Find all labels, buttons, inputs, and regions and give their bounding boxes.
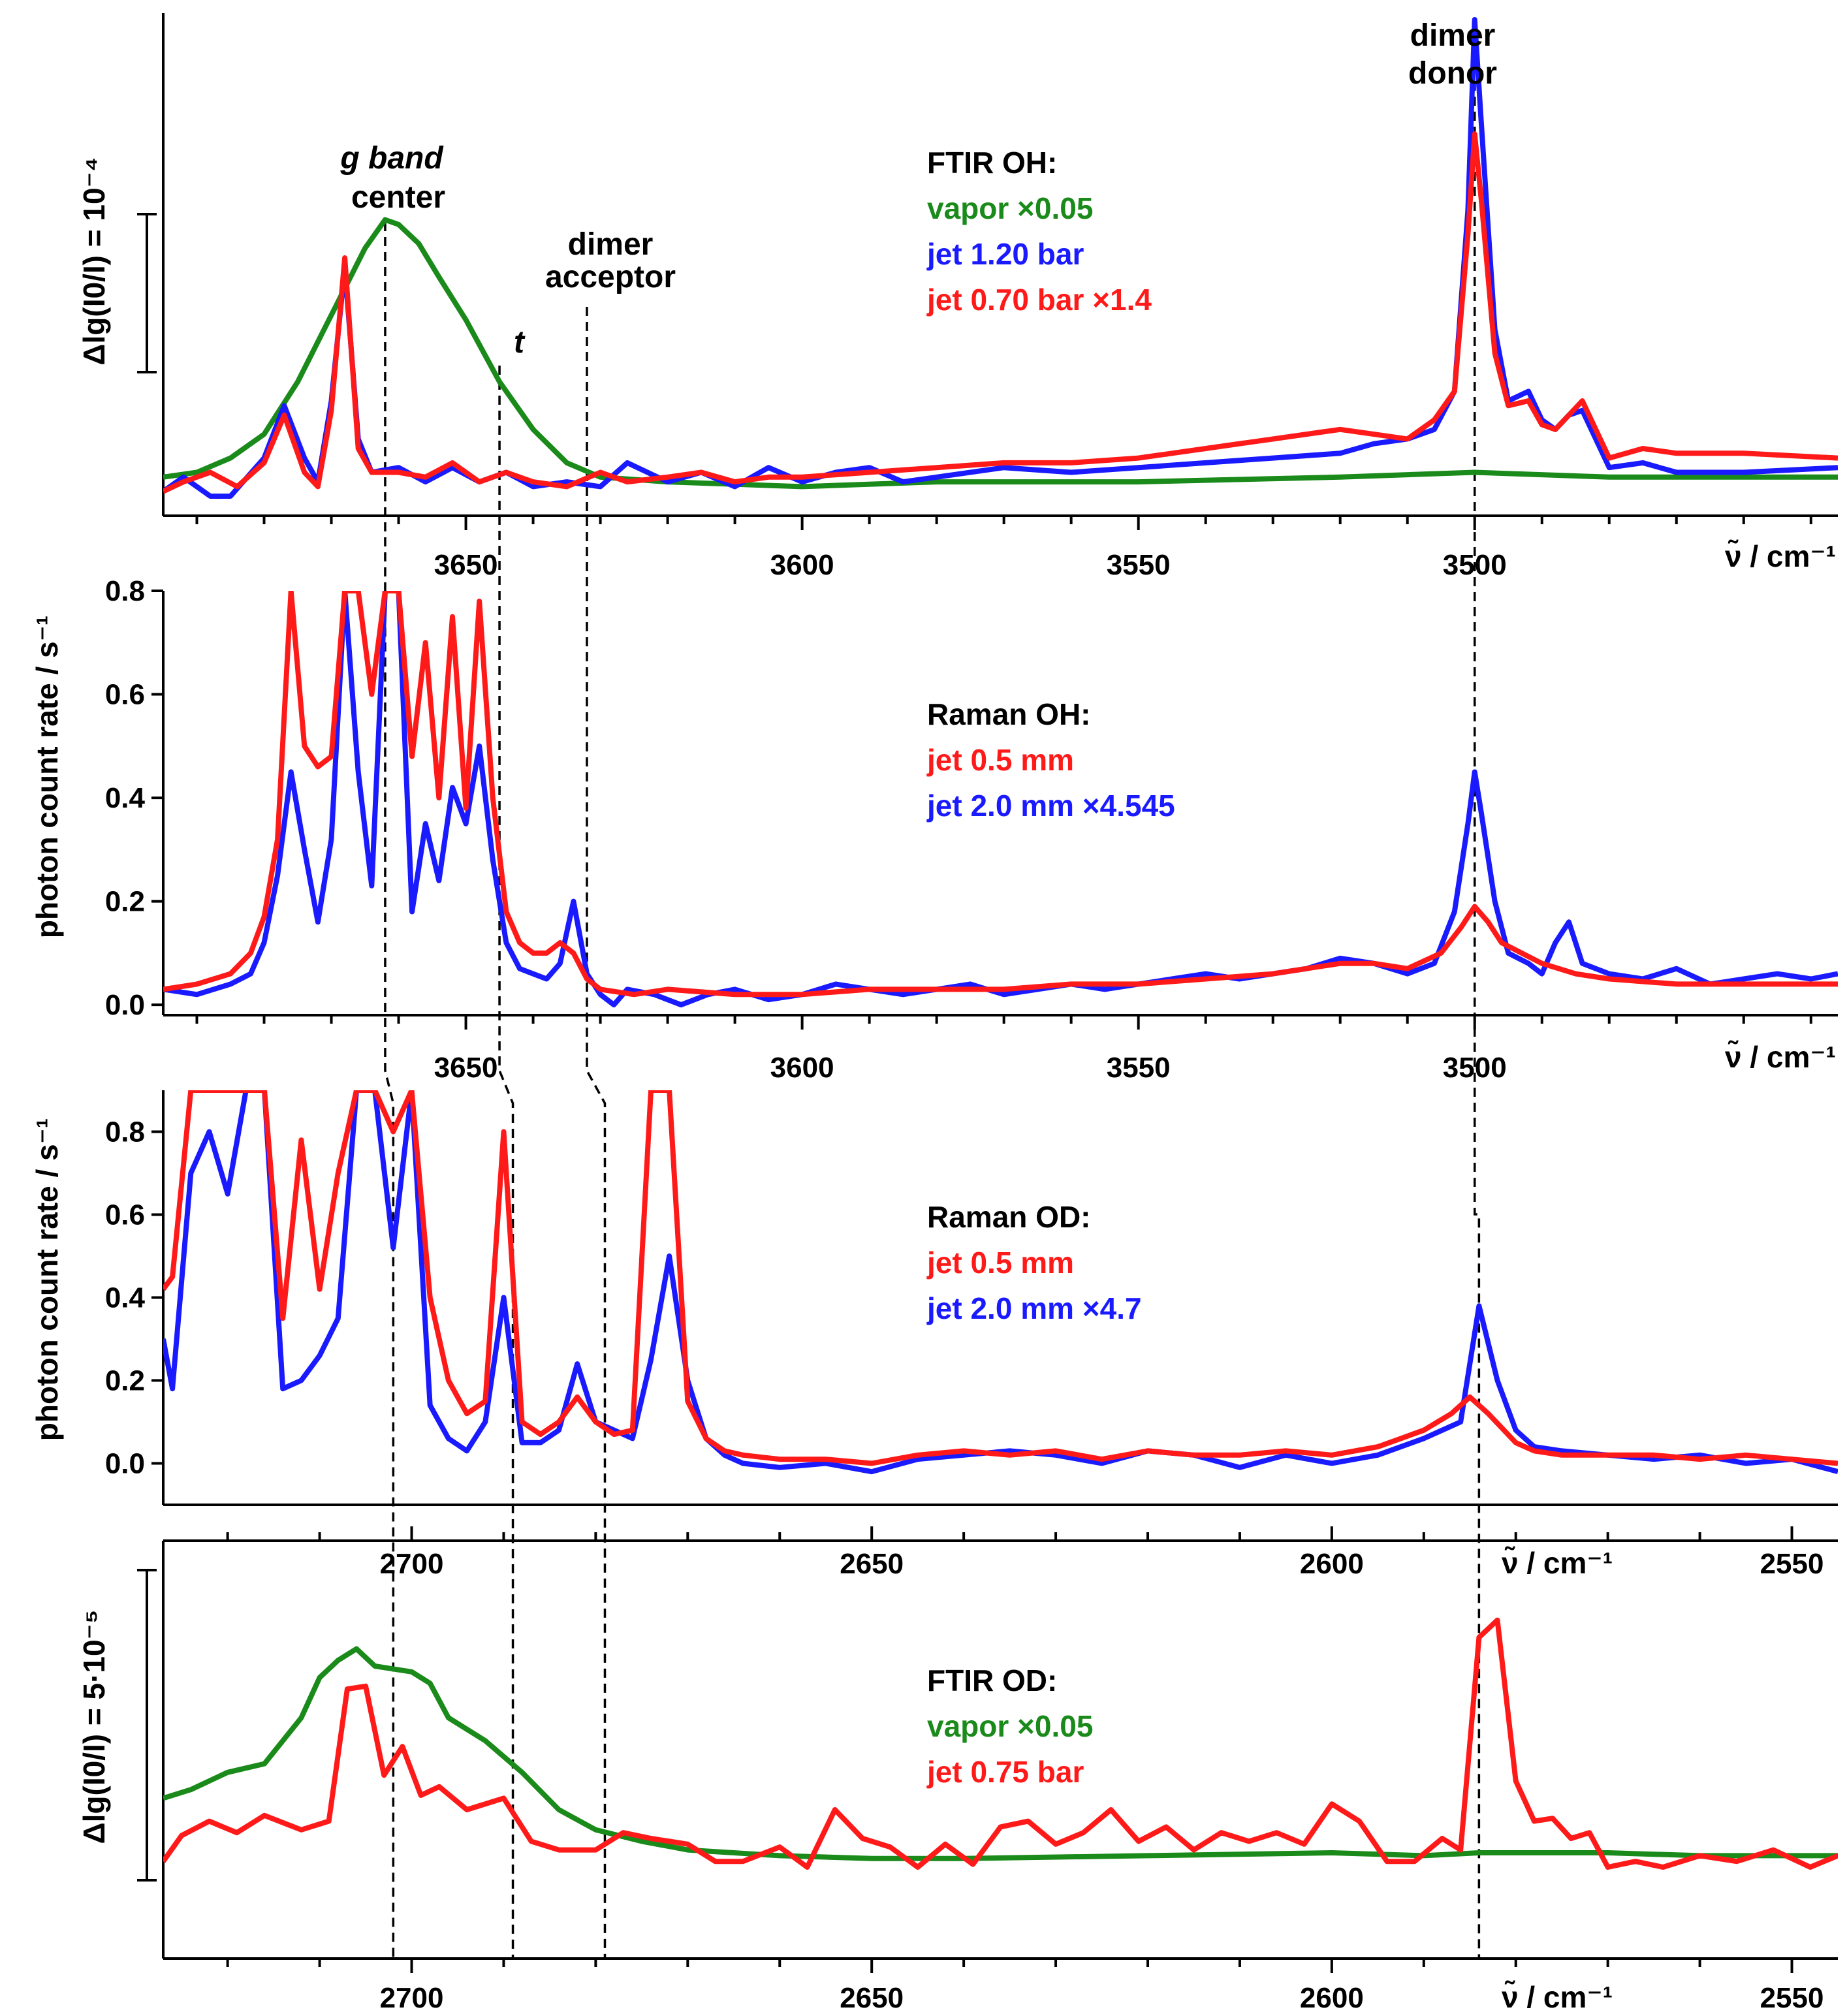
- marker-line: [586, 307, 607, 1959]
- series-group: [163, 17, 1838, 499]
- marker-line: [498, 366, 514, 1959]
- x-tick-label-top: 2650: [840, 1548, 904, 1580]
- series-line-1: [163, 1090, 1838, 1466]
- panel-ftir-od: 2700 2700 2650 2650 2600 2600 2550 2550 Δlg(I0/…: [77, 1526, 1838, 2014]
- y-tick-label: 0.6: [105, 679, 145, 711]
- y-tick-label: 0.0: [105, 989, 145, 1021]
- annotation-dimer-donor-1: dimer: [1410, 18, 1496, 53]
- scale-bar: [137, 213, 157, 373]
- legend-title: FTIR OD:: [927, 1663, 1057, 1697]
- x-axis-title: ν̃ / cm⁻¹: [1725, 1040, 1836, 1074]
- panel-ftir-oh: 3650 3600 3550 3500 Δlg(I0/I) = 10⁻⁴ ν̃ / c…: [77, 13, 1838, 581]
- y-tick-label: 0.6: [105, 1199, 145, 1231]
- annotation-dimer-acceptor-1: dimer: [568, 227, 654, 262]
- legend-entry-vapor: vapor ×0.05: [927, 191, 1093, 225]
- y-tick-label: 0.8: [105, 1116, 145, 1148]
- x-tick-label-top: 2600: [1300, 1548, 1364, 1580]
- x-tick-label: 2550: [1760, 1982, 1824, 2014]
- x-tick-label: 3650: [434, 549, 498, 581]
- x-tick-label: 3550: [1107, 549, 1171, 581]
- x-tick-label: 3600: [770, 1052, 834, 1084]
- x-tick-label: 3500: [1443, 1052, 1507, 1084]
- legend-entry-jet-0.75: jet 0.75 bar: [926, 1755, 1084, 1789]
- x-axis-title: ν̃ / cm⁻¹: [1502, 1980, 1613, 2014]
- series-group: [163, 1090, 1838, 1475]
- legend-entry-vapor: vapor ×0.05: [927, 1709, 1093, 1743]
- legend-title: Raman OH:: [927, 697, 1090, 731]
- legend-entry-jet-1.20: jet 1.20 bar: [926, 237, 1084, 271]
- y-ticks: 0.0 0.2 0.4 0.6 0.8: [105, 1116, 163, 1480]
- y-tick-label: 0.0: [105, 1448, 145, 1480]
- scale-bar: [137, 1569, 157, 1882]
- series-group: [163, 1617, 1838, 1870]
- series-line-1: [163, 1617, 1838, 1870]
- legend-entry-jet-0.70: jet 0.70 bar ×1.4: [926, 283, 1152, 317]
- x-tick-label: 2650: [840, 1982, 904, 2014]
- annotation-center: center: [351, 180, 445, 215]
- x-tick-label: 3650: [434, 1052, 498, 1084]
- annotation-dimer-acceptor-2: acceptor: [545, 260, 676, 294]
- axes-frame: [162, 591, 1838, 1016]
- marker-line: [384, 222, 395, 1959]
- series-line-2: [163, 131, 1838, 494]
- legend-entry-jet-0.5mm: jet 0.5 mm: [926, 1246, 1074, 1280]
- y-tick-label: 0.2: [105, 1365, 145, 1397]
- y-axis-title: Δlg(I0/I) = 10⁻⁴: [77, 157, 111, 365]
- x-tick-label-top: 2700: [380, 1548, 444, 1580]
- x-tick-label: 2700: [380, 1982, 444, 2014]
- y-axis-title: photon count rate / s⁻¹: [30, 616, 64, 938]
- y-ticks: 0.0 0.2 0.4 0.6 0.8: [105, 575, 163, 1021]
- x-ticks: 3650 3600 3550 3500: [195, 516, 1812, 581]
- x-axis-title: ν̃ / cm⁻¹: [1725, 539, 1836, 573]
- annotation-dimer-donor-2: donor: [1408, 56, 1497, 91]
- y-tick-label: 0.2: [105, 886, 145, 918]
- legend-title: Raman OD:: [927, 1200, 1090, 1234]
- y-axis-title: Δlg(I0/I) = 5·10⁻⁵: [77, 1610, 111, 1844]
- legend-title: FTIR OH:: [927, 146, 1057, 180]
- axes-frame: [162, 1539, 1838, 1960]
- series-line-1: [163, 591, 1838, 998]
- series-group: [163, 591, 1838, 1008]
- x-axis-title-top: ν̃ / cm⁻¹: [1502, 1546, 1613, 1580]
- annotation-g-band: g band: [339, 141, 444, 176]
- panel-raman-oh: 3650 3600 3550 3500 0.0 0.2 0.4 0.6 0.8 photon …: [30, 575, 1838, 1084]
- y-axis-title: photon count rate / s⁻¹: [30, 1118, 64, 1441]
- y-tick-label: 0.4: [105, 782, 146, 814]
- series-line-0: [163, 1646, 1838, 1861]
- x-tick-label: 3500: [1443, 549, 1507, 581]
- panel-raman-od: 0.00.20.40.60.8 photon count rate / s⁻¹ …: [30, 1090, 1838, 1506]
- marker-line: [1473, 82, 1481, 1959]
- legend-entry-jet-0.5mm: jet 0.5 mm: [926, 743, 1074, 777]
- annotation-t: t: [514, 325, 526, 360]
- x-tick-label: 3600: [770, 549, 834, 581]
- y-tick-label: 0.4: [105, 1282, 146, 1314]
- x-tick-label-top: 2550: [1760, 1548, 1824, 1580]
- legend-entry-jet-2.0mm: jet 2.0 mm ×4.545: [926, 789, 1175, 823]
- series-line-0: [163, 217, 1838, 490]
- axes-frame: [162, 13, 1838, 517]
- x-tick-label: 2600: [1300, 1982, 1364, 2014]
- x-tick-label: 3550: [1107, 1052, 1171, 1084]
- series-line-0: [163, 591, 1838, 1008]
- x-ticks: 2700 2700 2650 2650 2600 2600 2550 2550: [226, 1526, 1824, 2014]
- y-tick-label: 0.8: [105, 575, 145, 607]
- x-ticks: 3650 3600 3550 3500: [195, 1015, 1812, 1084]
- legend-entry-jet-2.0mm: jet 2.0 mm ×4.7: [926, 1291, 1142, 1325]
